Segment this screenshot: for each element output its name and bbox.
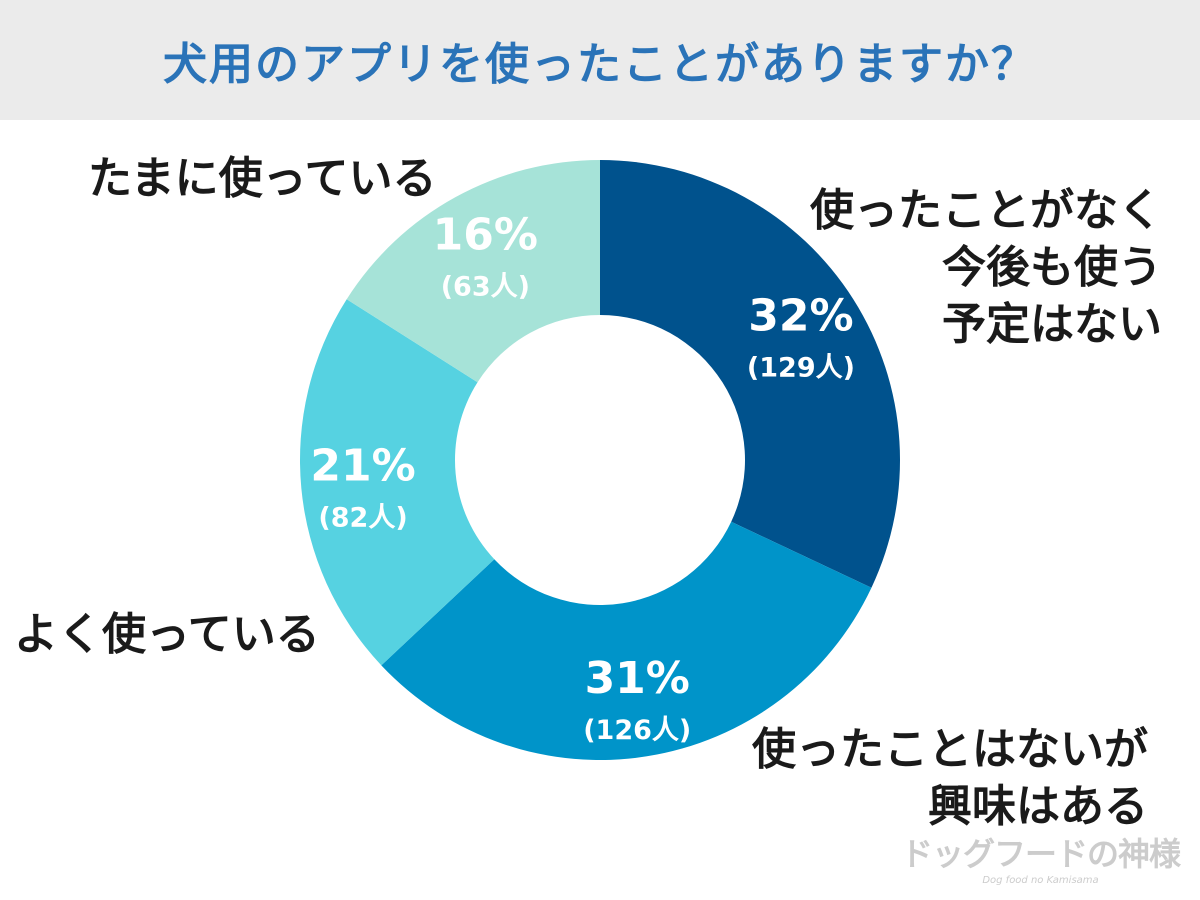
percent-label: 31%: [585, 653, 690, 704]
slice-label-line: 今後も使う: [942, 242, 1162, 293]
slice-never-no-plan: [600, 160, 900, 588]
slice-label-line: 使ったことはないが: [752, 724, 1148, 775]
percent-label: 16%: [433, 209, 538, 260]
slice-label-never-no-plan: 使ったことがなく 今後も使う 予定はない: [810, 182, 1162, 353]
count-label: (63人): [441, 271, 530, 302]
slice-label-line: よく使っている: [14, 609, 320, 660]
count-label: (82人): [318, 502, 407, 533]
watermark-sub: Dog food no Kamisama: [982, 875, 1099, 886]
slice-label-line: 予定はない: [942, 299, 1162, 350]
count-label: (129人): [747, 352, 855, 383]
slice-never-interested: [381, 521, 872, 761]
percent-label: 21%: [310, 440, 415, 491]
slice-label-line: 使ったことがなく: [810, 185, 1162, 236]
slice-sometimes: [346, 160, 600, 383]
watermark-logo: ドッグフードの神様 Dog food no Kamisama: [900, 829, 1181, 886]
watermark-main: ドッグフードの神様: [900, 835, 1181, 873]
slice-label-never-interested: 使ったことはないが 興味はある: [752, 721, 1148, 835]
slice-label-line: 興味はある: [928, 781, 1148, 832]
slice-label-sometimes: たまに使っている: [88, 150, 436, 207]
chart-title: 犬用のアプリを使ったことがありますか？: [163, 39, 1037, 90]
slice-often: [300, 299, 495, 666]
slice-label-line: たまに使っている: [88, 153, 437, 204]
slice-label-often: よく使っている: [14, 606, 320, 663]
percent-label: 32%: [748, 290, 853, 341]
title-bar: 犬用のアプリを使ったことがありますか？: [0, 0, 1200, 120]
count-label: (126人): [583, 715, 691, 746]
